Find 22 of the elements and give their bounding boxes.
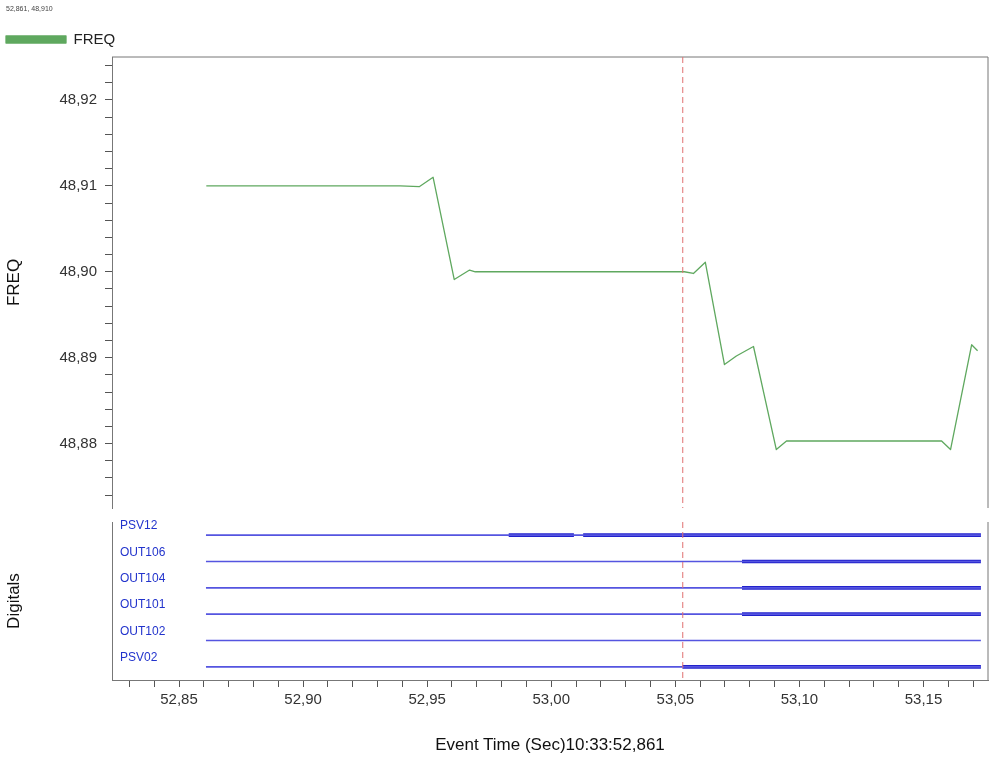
y-axis-title: FREQ (3, 258, 23, 307)
y-tick-label: OUT106 (120, 544, 166, 559)
y-tick-label: OUT101 (120, 597, 166, 612)
x-axis-title: Event Time (Sec)10:33:52,861 (435, 735, 665, 755)
y-tick-label: 48,88 (59, 433, 97, 451)
legend-label: FREQ (73, 29, 116, 47)
y-tick-label: 48,89 (59, 347, 97, 365)
x-tick-label: 52,90 (284, 690, 322, 708)
y-tick-label: OUT102 (120, 623, 166, 638)
x-tick-label: 52,85 (160, 690, 198, 708)
y-axis-title: Digitals (3, 573, 23, 629)
y-tick-label: PSV02 (120, 650, 158, 665)
y-tick-label: PSV12 (120, 518, 158, 533)
y-tick-label: OUT104 (120, 571, 166, 586)
y-tick-label: 48,90 (59, 261, 97, 279)
x-tick-label: 53,10 (780, 690, 819, 708)
x-tick-label: 53,00 (532, 690, 571, 708)
x-tick-label: 53,05 (656, 690, 695, 708)
y-tick-label: 48,92 (59, 90, 97, 108)
x-tick-label: 53,15 (904, 690, 943, 708)
x-tick-label: 52,95 (408, 690, 446, 708)
y-tick-label: 48,91 (59, 176, 97, 193)
